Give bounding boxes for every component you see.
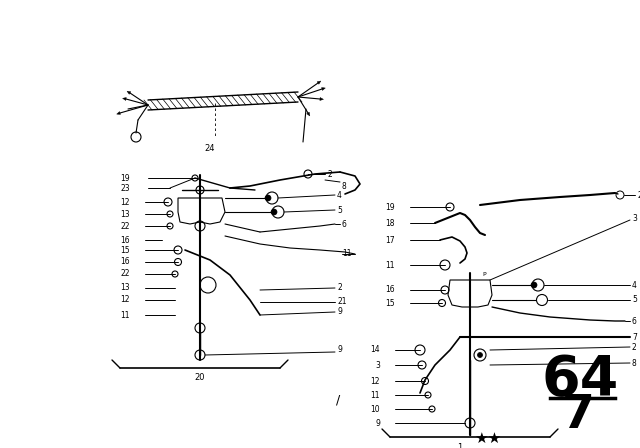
Text: 11: 11: [342, 250, 351, 258]
Text: 21: 21: [337, 297, 346, 306]
Circle shape: [271, 209, 277, 215]
Text: 9: 9: [375, 418, 380, 427]
Polygon shape: [317, 81, 321, 84]
Polygon shape: [320, 98, 323, 100]
Text: 23: 23: [120, 184, 130, 193]
Text: 11: 11: [371, 391, 380, 400]
Text: 9: 9: [337, 345, 342, 354]
Text: 3: 3: [375, 361, 380, 370]
Text: 12: 12: [120, 296, 130, 305]
Text: 11: 11: [120, 310, 130, 319]
Text: 14: 14: [371, 345, 380, 354]
Text: ★★: ★★: [474, 431, 502, 445]
Text: 6: 6: [632, 316, 637, 326]
Text: 8: 8: [342, 181, 347, 190]
Polygon shape: [127, 91, 131, 94]
Text: 9: 9: [337, 307, 342, 316]
Text: P: P: [482, 272, 486, 277]
Circle shape: [265, 195, 271, 201]
Text: 2: 2: [337, 284, 342, 293]
Polygon shape: [321, 87, 325, 90]
Text: 4: 4: [337, 190, 342, 199]
Text: 2: 2: [637, 190, 640, 199]
Text: 24: 24: [205, 143, 215, 152]
Text: 19: 19: [385, 202, 395, 211]
Polygon shape: [116, 112, 120, 114]
Text: /: /: [336, 393, 340, 406]
Text: 7: 7: [561, 392, 595, 438]
Text: 15: 15: [385, 298, 395, 307]
Text: 16: 16: [120, 236, 130, 245]
Text: 18: 18: [385, 219, 395, 228]
Text: 17: 17: [385, 236, 395, 245]
Text: 7: 7: [632, 332, 637, 341]
Text: 1: 1: [458, 443, 463, 448]
Text: 15: 15: [120, 246, 130, 254]
Circle shape: [477, 353, 483, 358]
Text: 20: 20: [195, 374, 205, 383]
Text: 11: 11: [385, 260, 395, 270]
Text: 64: 64: [541, 353, 619, 407]
Text: 5: 5: [337, 206, 342, 215]
Text: 10: 10: [371, 405, 380, 414]
Text: 16: 16: [385, 285, 395, 294]
Polygon shape: [123, 98, 126, 100]
Text: 22: 22: [120, 270, 130, 279]
Text: 16: 16: [120, 258, 130, 267]
Text: 2: 2: [632, 343, 637, 352]
Text: 5: 5: [632, 296, 637, 305]
Circle shape: [531, 282, 537, 288]
Text: 2: 2: [327, 169, 332, 178]
Text: 4: 4: [632, 280, 637, 289]
Text: 12: 12: [371, 376, 380, 385]
Text: 19: 19: [120, 173, 130, 182]
Text: 22: 22: [120, 221, 130, 231]
Text: 13: 13: [120, 284, 130, 293]
Text: 8: 8: [632, 358, 637, 367]
Text: 6: 6: [342, 220, 347, 228]
Polygon shape: [307, 112, 310, 116]
Text: 3: 3: [632, 214, 637, 223]
Text: 12: 12: [120, 198, 130, 207]
Text: 13: 13: [120, 210, 130, 219]
